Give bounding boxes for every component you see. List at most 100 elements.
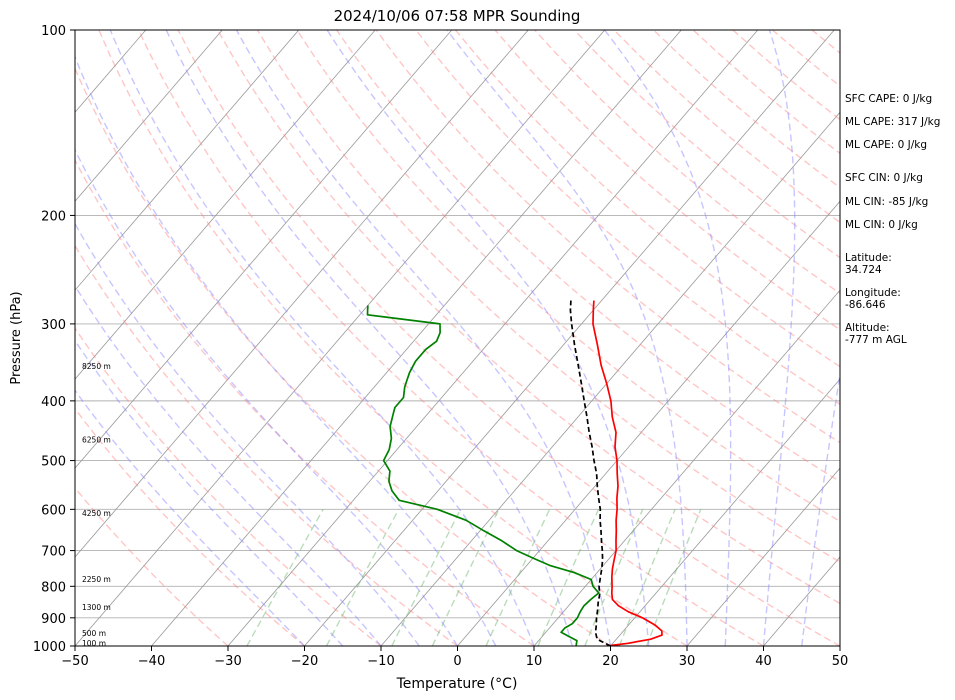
- x-tick-label: −40: [138, 654, 165, 669]
- x-tick-label: −20: [291, 654, 318, 669]
- isotherm-line: [457, 200, 840, 646]
- x-tick-label: 50: [832, 654, 849, 669]
- isotherm-line: [75, 30, 529, 558]
- stat-annotation: Altitude:: [845, 322, 890, 334]
- y-tick-label: 700: [41, 545, 66, 560]
- moist-adiabat-line: [109, 30, 535, 646]
- mixing-ratio-line: [391, 508, 462, 646]
- y-tick-label: 400: [41, 395, 66, 410]
- stat-annotation: ML CIN: -85 J/kg: [845, 196, 928, 208]
- y-tick-label: 100: [41, 24, 66, 39]
- mixing-ratio-line: [246, 508, 324, 646]
- dry-adiabat-line: [296, 30, 840, 523]
- dry-adiabat-line: [217, 30, 840, 605]
- isotherm-line: [304, 30, 835, 646]
- y-axis-title: Pressure (hPa): [9, 291, 24, 384]
- dry-adiabat-line: [534, 30, 840, 295]
- background-lines: [75, 30, 840, 646]
- y-tick-label: 500: [41, 455, 66, 470]
- x-tick-label: −50: [61, 654, 88, 669]
- dry-adiabat-line: [494, 30, 840, 331]
- y-tick-label: 800: [41, 580, 66, 595]
- dry-adiabat-line: [75, 407, 305, 646]
- isotherm-line: [610, 378, 840, 646]
- y-tick-label: 300: [41, 318, 66, 333]
- moist-adiabat-line: [75, 284, 382, 646]
- temperature-profile: [592, 300, 663, 646]
- moist-adiabat-line: [75, 339, 344, 646]
- plot-frame: [74, 29, 841, 647]
- moist-adiabat-line: [75, 389, 305, 646]
- isotherm-line: [686, 467, 840, 646]
- moist-adiabat-line: [165, 30, 573, 646]
- mixing-ratio-line: [584, 509, 644, 646]
- isotherm-line: [227, 30, 759, 646]
- dry-adiabat-line: [75, 158, 535, 646]
- dry-adiabat-line: [75, 66, 611, 646]
- y-tick-label: 1000: [33, 640, 66, 655]
- stats-annotations: SFC CAPE: 0 J/kg ML CAPE: 317 J/kg ML CAPE…: [845, 93, 940, 346]
- moist-adiabat-line: [235, 30, 612, 646]
- dry-adiabat-line: [75, 486, 229, 646]
- dry-adiabat-line: [137, 30, 764, 646]
- y-tick-label: 900: [41, 612, 66, 627]
- height-label: 500 m: [82, 629, 106, 638]
- stat-annotation: -777 m AGL: [845, 334, 907, 346]
- height-label: 6250 m: [82, 435, 111, 444]
- stat-annotation: 34.724: [845, 264, 882, 276]
- x-tick-label: −10: [367, 654, 394, 669]
- parcel-profile: [569, 300, 611, 646]
- moist-adiabat-line: [446, 30, 688, 646]
- x-tick-label: 30: [679, 654, 696, 669]
- stat-annotation: SFC CIN: 0 J/kg: [845, 172, 923, 184]
- mixing-ratio-line: [645, 509, 702, 646]
- x-tick-label: 40: [755, 654, 772, 669]
- dry-adiabat-line: [454, 30, 840, 368]
- x-tick-label: 0: [453, 654, 461, 669]
- stat-annotation: -86.646: [845, 299, 886, 311]
- x-tick-label: 20: [602, 654, 619, 669]
- mixing-ratio-line: [485, 509, 551, 646]
- chart-title: 2024/10/06 07:58 MPR Sounding: [334, 7, 581, 25]
- moist-adiabat-line: [604, 30, 732, 646]
- isotherm-line: [75, 30, 223, 202]
- y-tick-label: 200: [41, 209, 66, 224]
- isotherm-line: [75, 30, 606, 646]
- mixing-ratio-line: [618, 509, 676, 646]
- isotherm-line: [151, 30, 682, 646]
- mixing-ratio-line: [431, 508, 500, 646]
- stat-annotation: Latitude:: [845, 252, 892, 264]
- x-axis-ticks: −50 −40 −30 −20 −10 0 10 20 30 40 50: [61, 646, 848, 669]
- x-tick-label: −30: [214, 654, 241, 669]
- stat-annotation: SFC CAPE: 0 J/kg: [845, 93, 932, 105]
- moist-adiabat-line: [75, 222, 420, 646]
- x-axis-title: Temperature (°C): [396, 676, 518, 692]
- x-tick-label: 10: [526, 654, 543, 669]
- dry-adiabat-line: [75, 244, 458, 646]
- isotherm-line: [380, 111, 840, 646]
- height-label: 8250 m: [82, 362, 111, 371]
- height-label: 4250 m: [82, 509, 111, 518]
- y-tick-label: 600: [41, 503, 66, 518]
- dry-adiabat-line: [177, 30, 840, 646]
- dry-adiabat-line: [336, 30, 840, 483]
- isotherm-line: [75, 30, 300, 291]
- isotherm-line: [533, 289, 840, 646]
- moist-adiabat-line: [762, 30, 796, 646]
- dewpoint-profile: [366, 305, 600, 646]
- height-label: 1300 m: [82, 603, 111, 612]
- dry-adiabat-line: [415, 30, 840, 406]
- moist-adiabat-line: [75, 55, 497, 646]
- height-label: 100 m: [82, 639, 106, 648]
- stat-annotation: Longitude:: [845, 287, 901, 299]
- stat-annotation: ML CAPE: 317 J/kg: [845, 116, 940, 128]
- stat-annotation: ML CIN: 0 J/kg: [845, 219, 918, 231]
- height-label: 2250 m: [82, 575, 111, 584]
- dry-adiabat-line: [98, 30, 688, 646]
- y-axis-ticks: 1000 900 800 700 600 500 400 300 200 100: [33, 24, 75, 655]
- mixing-ratio-line: [325, 508, 400, 646]
- data-series: [366, 300, 663, 646]
- isotherm-line: [75, 30, 376, 380]
- dry-adiabat-line: [75, 326, 382, 646]
